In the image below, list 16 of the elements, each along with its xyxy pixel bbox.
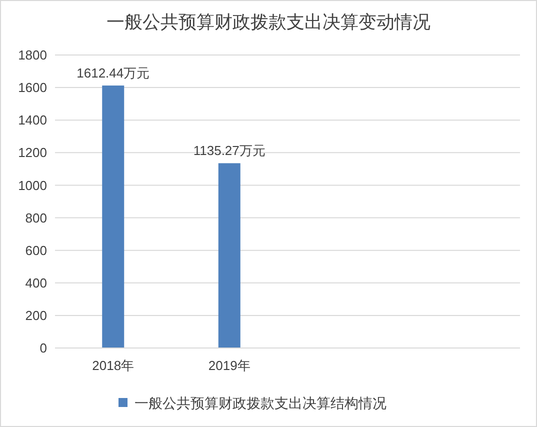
x-tick-label: 2019年 [208,358,250,373]
y-tick-label: 1200 [18,145,47,160]
legend-label: 一般公共预算财政拨款支出决算结构情况 [134,394,386,411]
data-label: 1612.44万元 [76,66,150,81]
y-tick-label: 1600 [18,80,47,96]
y-tick-label: 0 [40,340,47,356]
y-tick-label: 1000 [18,178,47,193]
data-label: 1135.27万元 [193,143,266,158]
y-tick-label: 1400 [18,112,47,128]
x-tick-label: 2018年 [92,358,134,373]
y-tick-label: 400 [25,275,47,290]
y-tick-label: 600 [25,242,47,258]
y-tick-label: 1800 [18,48,47,63]
y-tick-label: 800 [25,210,47,226]
y-tick-label: 200 [25,308,47,323]
chart-title: 一般公共预算财政拨款支出决算变动情况 [106,12,430,32]
